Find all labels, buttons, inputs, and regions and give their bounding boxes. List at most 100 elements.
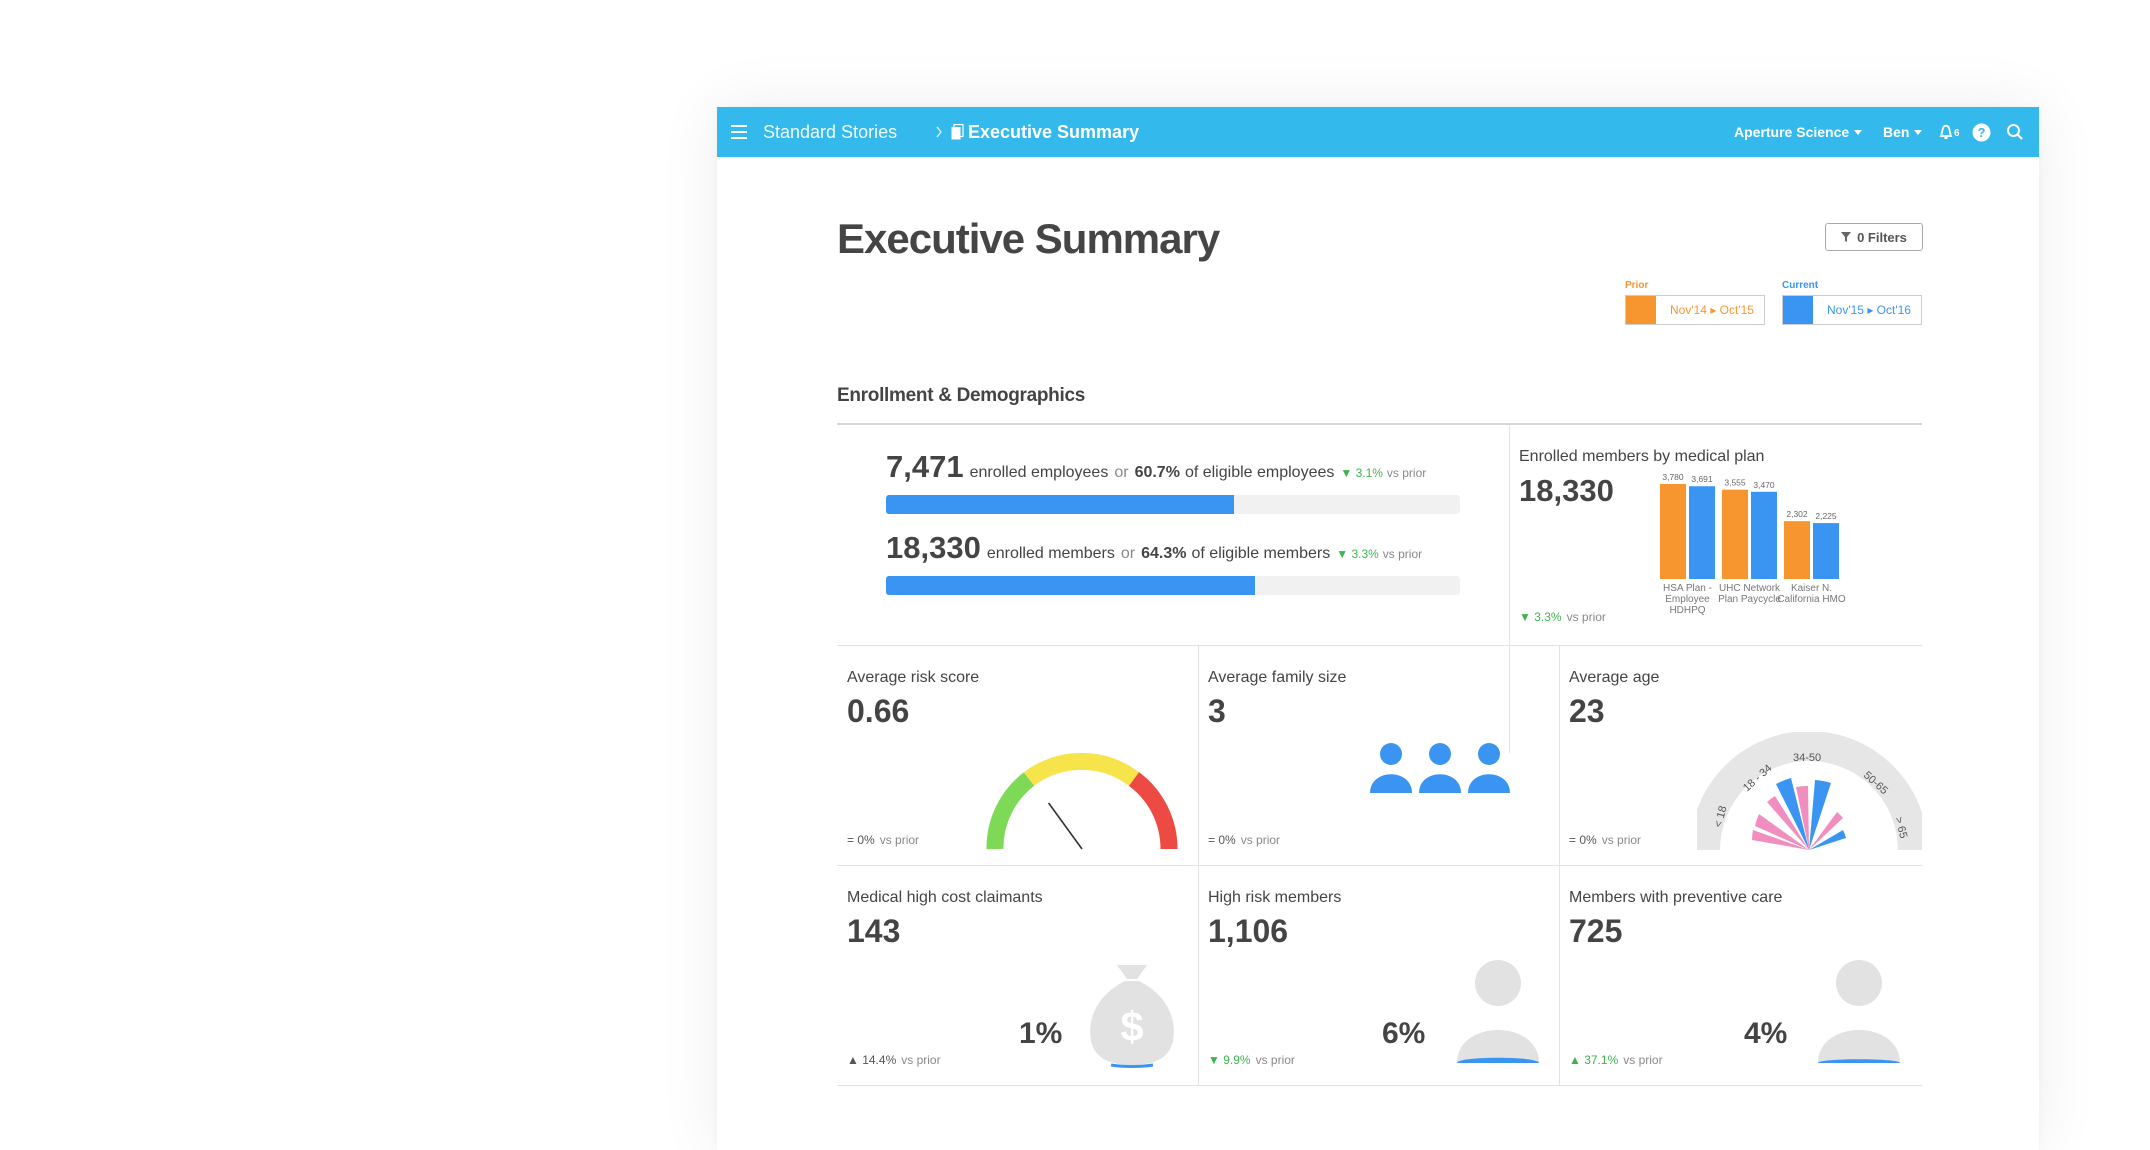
members-progress-bar [886,576,1460,595]
prior-swatch [1626,296,1656,324]
preventive-label: Members with preventive care [1569,889,1783,906]
age-value: 23 [1569,693,1605,729]
plan-bar[interactable] [1813,523,1839,579]
family-value: 3 [1208,693,1226,729]
vs-prior: vs prior [1240,833,1281,847]
gauge-mid-segment [1023,752,1140,786]
employees-progress-bar [886,495,1460,514]
notification-icon[interactable]: 6 [1938,107,1960,157]
age-group-label: > 65 [1892,816,1909,840]
section-divider [837,423,1922,425]
document-icon [951,107,964,157]
plan-bar[interactable] [1751,491,1777,579]
highrisk-change: ▼ 9.9% vs prior [1208,1053,1295,1067]
app-window: Standard Stories Executive Summary Apert… [717,107,2039,1150]
bar-value-label: 3,470 [1753,480,1775,490]
bar-value-label: 3,780 [1662,472,1684,482]
preventive-value: 725 [1569,913,1623,949]
preventive-change: ▲ 37.1% vs prior [1569,1053,1663,1067]
filters-label: 0 Filters [1857,229,1907,245]
enrolled-members-count: 18,330 [886,530,981,565]
change-indicator: ▼ 3.1% [1340,466,1383,480]
filter-icon [1841,232,1852,242]
age-group-label: < 18 [1712,805,1729,829]
notification-count: 6 [1954,127,1960,139]
divider [837,1085,1922,1086]
person-icon [1818,960,1900,1063]
stat-text: enrolled members [986,545,1115,562]
caret-down-icon [1914,129,1923,135]
claimants-change: ▲ 14.4% vs prior [847,1053,941,1067]
breadcrumb-parent-link[interactable]: Standard Stories [763,121,898,142]
stat-text: enrolled employees [969,464,1109,481]
org-name: Aperture Science [1734,124,1850,140]
divider [837,645,1922,646]
org-dropdown[interactable]: Aperture Science [1734,107,1863,157]
employees-progress-fill [886,495,1235,514]
gauge-high-segment [1128,772,1178,850]
plan-bar[interactable] [1784,521,1810,579]
person-icon [1457,960,1539,1063]
filters-button[interactable]: 0 Filters [1825,223,1923,251]
age-distribution-chart: < 18 18 - 34 34-50 50-65 > 65 [1697,732,1922,851]
risk-change: = 0% vs prior [847,833,919,847]
highrisk-value: 1,106 [1208,913,1289,949]
vs-prior: vs prior [901,1053,941,1067]
risk-gauge [986,752,1178,850]
age-group-label: 34-50 [1793,752,1821,764]
members-progress-fill [886,576,1256,595]
stat-percent: 60.7% [1134,464,1180,481]
category-label: Plan Paycycle [1718,594,1781,605]
vs-prior: vs prior [1601,833,1642,847]
change-indicator: = 0% [847,833,875,847]
prior-range: Nov'14 ▸ Oct'15 [1670,303,1754,317]
claimants-label: Medical high cost claimants [847,889,1043,906]
divider [1509,425,1510,753]
user-dropdown[interactable]: Ben [1883,107,1923,157]
top-bar: Standard Stories Executive Summary Apert… [717,107,2039,157]
current-label: Current [1782,280,1819,291]
plan-bar[interactable] [1722,489,1748,579]
change-indicator: ▼ 9.9% [1208,1053,1251,1067]
plan-chart-total: 18,330 [1519,473,1614,508]
claimants-value: 143 [847,913,901,949]
chevron-right-icon [935,107,943,157]
change-indicator: = 0% [1208,833,1236,847]
change-indicator: ▼ 3.3% [1336,547,1379,561]
prior-period-selector[interactable]: Nov'14 ▸ Oct'15 [1625,295,1765,325]
current-period-selector[interactable]: Nov'15 ▸ Oct'16 [1782,295,1922,325]
page-title: Executive Summary [837,215,1220,262]
help-icon[interactable]: ? [1972,107,1991,157]
claimants-percent: 1% [1019,1017,1063,1050]
plan-bar[interactable] [1660,484,1686,579]
change-indicator: ▲ 14.4% [847,1053,897,1067]
category-label: Kaiser N. [1791,583,1832,594]
age-label: Average age [1569,669,1660,686]
breadcrumb-current: Executive Summary [968,121,1140,142]
plan-bar[interactable] [1689,486,1715,579]
category-label: California HMO [1777,594,1846,605]
money-bag-icon: $ [1090,965,1174,1068]
divider [837,865,1922,866]
caret-down-icon [1854,129,1863,135]
category-label: Employee [1665,594,1710,605]
bar-value-label: 2,302 [1786,509,1808,519]
category-label: UHC Network [1719,583,1781,594]
vs-prior: vs prior [1255,1053,1295,1067]
section-title: Enrollment & Demographics [837,385,1085,406]
bar-value-label: 2,225 [1815,511,1837,521]
search-icon[interactable] [2006,107,2024,157]
menu-icon[interactable] [731,107,749,157]
highrisk-label: High risk members [1208,889,1342,906]
people-icon [1370,743,1510,793]
gauge-needle [1047,802,1083,850]
bar-value-label: 3,691 [1691,474,1713,484]
family-label: Average family size [1208,669,1347,686]
vs-prior: vs prior [879,833,920,847]
enrolled-employees-stat: 7,471 enrolled employees or 60.7% of eli… [886,449,1426,485]
prior-label: Prior [1625,280,1649,291]
svg-text:?: ? [1978,125,1986,140]
bar-value-label: 3,555 [1724,478,1746,488]
gauge-low-segment [986,772,1035,850]
